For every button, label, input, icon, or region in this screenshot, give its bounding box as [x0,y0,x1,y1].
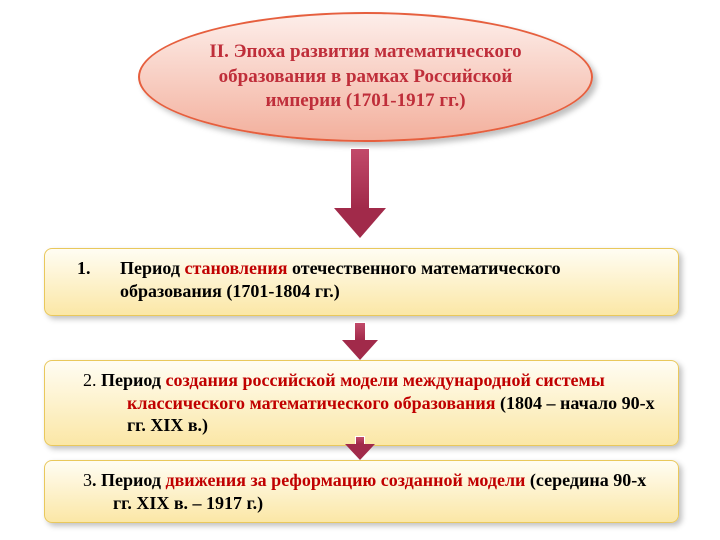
period-box-2: 2. Период создания российской модели меж… [44,360,679,446]
text-run: Период [101,370,165,390]
period-box-1: 1.Период становления отечественного мате… [44,248,679,316]
arrow-down-3 [345,436,375,460]
title-ellipse-text: II. Эпоха развития математического образ… [190,40,541,114]
arrow-body [355,436,365,444]
period-text: 1.Период становления отечественного мате… [65,257,658,302]
arrow-head [342,340,378,360]
text-run: 3 [83,470,92,490]
text-run: становления [184,258,292,278]
text-run: . Период [92,470,165,490]
arrow-head [334,208,386,238]
text-run: движения за реформацию созданной модели [165,470,529,490]
list-number: 1. [77,257,91,280]
arrow-head [345,444,375,460]
period-text: 2. Период создания российской модели меж… [65,369,658,437]
arrow-body [354,322,366,340]
period-text: 3. Период движения за реформацию созданн… [65,469,658,514]
arrow-down-2 [342,322,378,360]
text-run: Период [120,258,184,278]
text-run: 2. [83,370,101,390]
title-ellipse: II. Эпоха развития математического образ… [138,12,593,142]
arrow-down-1 [334,148,386,238]
period-box-3: 3. Период движения за реформацию созданн… [44,460,679,523]
arrow-body [350,148,370,208]
slide-canvas: II. Эпоха развития математического образ… [0,0,720,540]
